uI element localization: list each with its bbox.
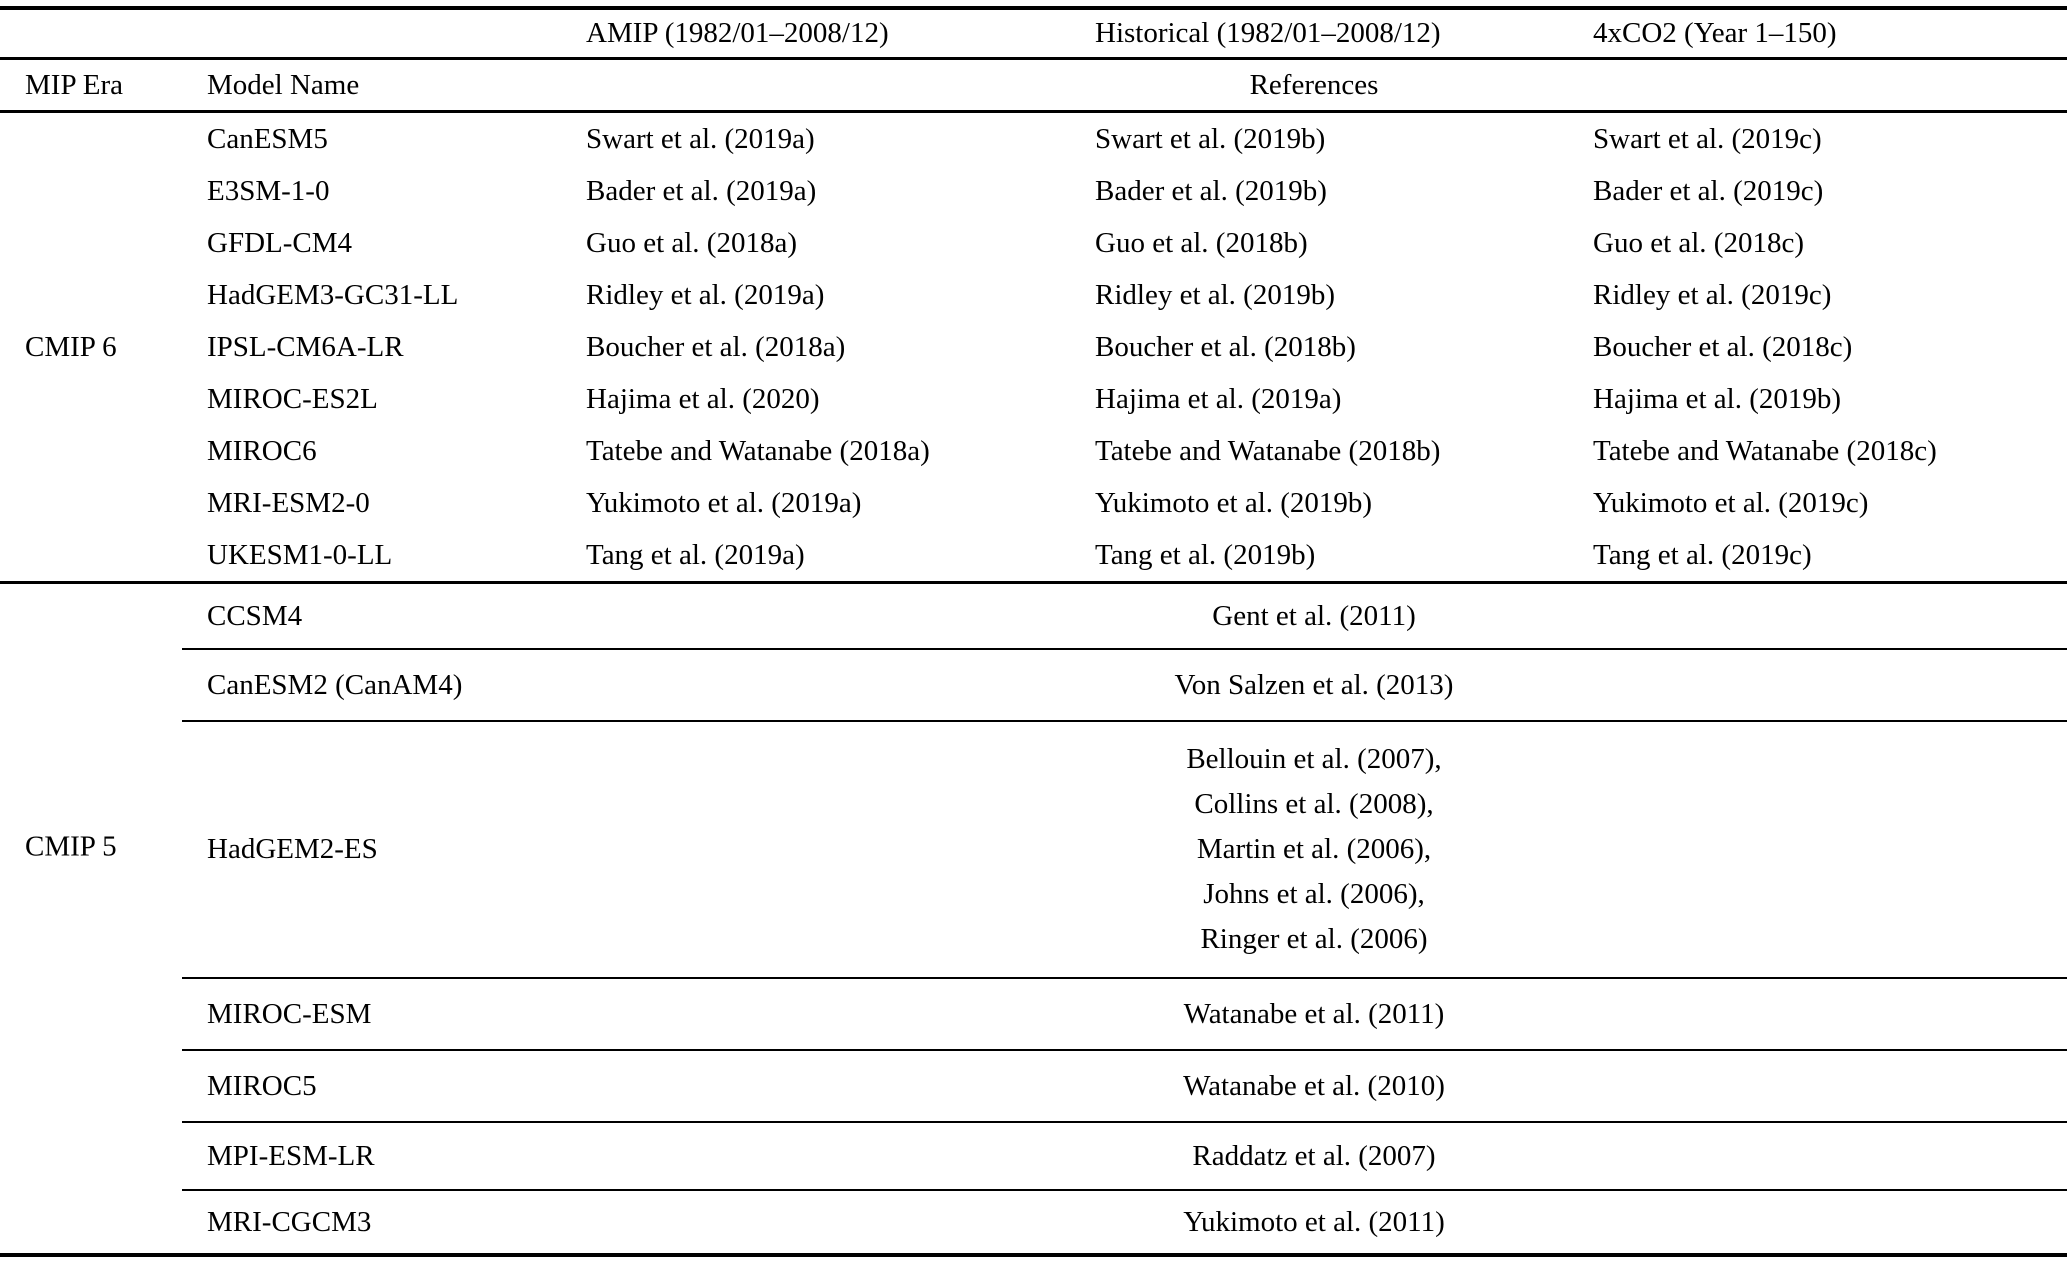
reference-cell: Raddatz et al. (2007): [561, 1122, 2067, 1191]
model-name-cell: CanESM5: [207, 122, 328, 155]
model-name-cell: IPSL-CM6A-LR: [207, 330, 404, 363]
historical-reference-cell: Hajima et al. (2019a): [1095, 382, 1342, 415]
4xco2-reference-cell: Swart et al. (2019c): [1593, 122, 1822, 155]
model-name-cell: MIROC5: [182, 1050, 561, 1123]
reference-cell: Gent et al. (2011): [561, 582, 2067, 650]
reference-cell: Watanabe et al. (2011): [561, 978, 2067, 1051]
model-name-cell: MIROC6: [207, 434, 317, 467]
model-references-table: AMIP (1982/01–2008/12) Historical (1982/…: [0, 6, 2067, 1257]
model-name-cell: CCSM4: [182, 582, 561, 650]
reference-cell: Yukimoto et al. (2011): [561, 1190, 2067, 1257]
references-header: References: [561, 58, 2067, 113]
table-row: CMIP 6 CanESM5 Swart et al. (2019a) Swar…: [0, 111, 2067, 584]
model-name-header: Model Name: [182, 58, 561, 113]
historical-reference-cell: Tatebe and Watanabe (2018b): [1095, 434, 1441, 467]
table-row: HadGEM3-GC31-LL Ridley et al. (2019a) Ri…: [0, 269, 2067, 321]
amip-reference-cell: Tatebe and Watanabe (2018a): [586, 434, 930, 467]
reference-line: Collins et al. (2008),: [1194, 788, 1434, 820]
table-row: MRI-ESM2-0 Yukimoto et al. (2019a) Yukim…: [0, 477, 2067, 529]
table-row: MIROC-ESM Watanabe et al. (2011): [0, 978, 2067, 1051]
table-row: CanESM2 (CanAM4) Von Salzen et al. (2013…: [0, 649, 2067, 722]
cmip5-era-cell: CMIP 5: [0, 582, 182, 1257]
model-name-cell: CanESM2 (CanAM4): [182, 649, 561, 722]
reference-line: Martin et al. (2006),: [1196, 833, 1432, 865]
historical-column-header: Historical (1982/01–2008/12): [1070, 6, 1568, 60]
4xco2-column-header: 4xCO2 (Year 1–150): [1568, 6, 2067, 60]
amip-reference-cell: Swart et al. (2019a): [586, 122, 815, 155]
table-row: MIROC6 Tatebe and Watanabe (2018a) Tateb…: [0, 425, 2067, 477]
mip-era-header: MIP Era: [0, 58, 182, 113]
table-row: MPI-ESM-LR Raddatz et al. (2007): [0, 1122, 2067, 1191]
model-name-cell: MPI-ESM-LR: [182, 1122, 561, 1191]
historical-reference-cell: Bader et al. (2019b): [1095, 174, 1327, 207]
empty-header-cell: [0, 6, 561, 60]
experiment-header-row: AMIP (1982/01–2008/12) Historical (1982/…: [0, 6, 2067, 60]
model-name-cell: E3SM-1-0: [207, 174, 330, 207]
reference-cell-multiline: Bellouin et al. (2007), Collins et al. (…: [561, 721, 2067, 979]
4xco2-reference-cell: Hajima et al. (2019b): [1593, 382, 1842, 415]
amip-reference-cell: Guo et al. (2018a): [586, 226, 797, 259]
table-row: HadGEM2-ES Bellouin et al. (2007), Colli…: [0, 721, 2067, 979]
table-row: MIROC-ES2L Hajima et al. (2020) Hajima e…: [0, 373, 2067, 425]
4xco2-reference-cell: Boucher et al. (2018c): [1593, 330, 1853, 363]
model-name-cell: MRI-CGCM3: [182, 1190, 561, 1257]
amip-reference-cell: Yukimoto et al. (2019a): [586, 486, 862, 519]
4xco2-reference-cell: Guo et al. (2018c): [1593, 226, 1804, 259]
4xco2-reference-cell: Bader et al. (2019c): [1593, 174, 1824, 207]
amip-reference-cell: Tang et al. (2019a): [561, 529, 1070, 584]
model-name-cell: HadGEM2-ES: [182, 721, 561, 979]
table-row: GFDL-CM4 Guo et al. (2018a) Guo et al. (…: [0, 217, 2067, 269]
amip-column-header: AMIP (1982/01–2008/12): [561, 6, 1070, 60]
reference-cell: Watanabe et al. (2010): [561, 1050, 2067, 1123]
table-row: UKESM1-0-LL Tang et al. (2019a) Tang et …: [0, 529, 2067, 584]
table-row: E3SM-1-0 Bader et al. (2019a) Bader et a…: [0, 165, 2067, 217]
model-name-cell: HadGEM3-GC31-LL: [207, 278, 459, 311]
model-name-cell: MIROC-ES2L: [207, 382, 378, 415]
table-row: MRI-CGCM3 Yukimoto et al. (2011): [0, 1190, 2067, 1257]
reference-cell: Von Salzen et al. (2013): [561, 649, 2067, 722]
amip-reference-cell: Hajima et al. (2020): [586, 382, 820, 415]
4xco2-reference-cell: Tang et al. (2019c): [1568, 529, 2067, 584]
model-name-cell: MIROC-ESM: [182, 978, 561, 1051]
amip-reference-cell: Boucher et al. (2018a): [586, 330, 846, 363]
table-row: MIROC5 Watanabe et al. (2010): [0, 1050, 2067, 1123]
historical-reference-cell: Ridley et al. (2019b): [1095, 278, 1336, 311]
historical-reference-cell: Swart et al. (2019b): [1095, 122, 1326, 155]
4xco2-reference-cell: Tatebe and Watanabe (2018c): [1593, 434, 1937, 467]
historical-reference-cell: Guo et al. (2018b): [1095, 226, 1308, 259]
4xco2-reference-cell: Yukimoto et al. (2019c): [1593, 486, 1869, 519]
4xco2-reference-cell: Ridley et al. (2019c): [1593, 278, 1832, 311]
historical-reference-cell: Boucher et al. (2018b): [1095, 330, 1356, 363]
amip-reference-cell: Bader et al. (2019a): [586, 174, 817, 207]
cmip5-era-label: CMIP 5: [25, 830, 117, 863]
model-name-cell: GFDL-CM4: [207, 226, 353, 259]
model-name-cell: UKESM1-0-LL: [182, 529, 561, 584]
reference-line: Ringer et al. (2006): [1200, 923, 1428, 955]
historical-reference-cell: Yukimoto et al. (2019b): [1095, 486, 1373, 519]
cmip6-era-label: CMIP 6: [0, 111, 182, 584]
reference-line: Johns et al. (2006),: [1203, 878, 1425, 910]
table-row: CMIP 5 CCSM4 Gent et al. (2011): [0, 582, 2067, 1257]
amip-reference-cell: Ridley et al. (2019a): [586, 278, 825, 311]
historical-reference-cell: Tang et al. (2019b): [1070, 529, 1568, 584]
model-name-cell: MRI-ESM2-0: [207, 486, 370, 519]
table-row: IPSL-CM6A-LR Boucher et al. (2018a) Bouc…: [0, 321, 2067, 373]
reference-line: Bellouin et al. (2007),: [1186, 743, 1442, 775]
column-label-row: MIP Era Model Name References: [0, 58, 2067, 113]
